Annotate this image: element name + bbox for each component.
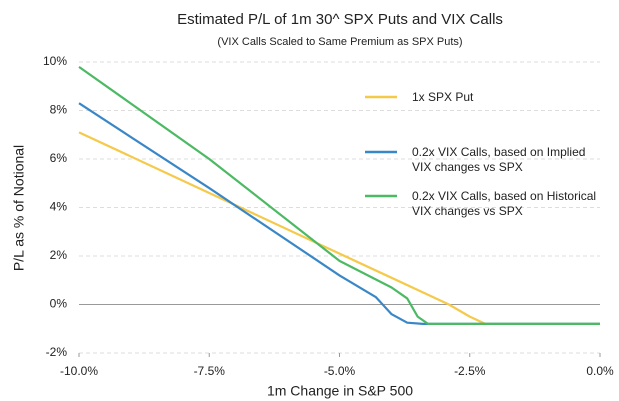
y-tick-label: 10% bbox=[43, 54, 67, 68]
y-tick-label: 2% bbox=[50, 248, 68, 262]
y-tick-label: 6% bbox=[50, 151, 68, 165]
x-tick-label: -10.0% bbox=[60, 364, 98, 378]
x-tick-label: 0.0% bbox=[586, 364, 614, 378]
x-tick-label: -5.0% bbox=[324, 364, 356, 378]
y-tick-label: 4% bbox=[50, 200, 68, 214]
chart-subtitle: (VIX Calls Scaled to Same Premium as SPX… bbox=[217, 36, 462, 48]
x-tick-label: -7.5% bbox=[194, 364, 226, 378]
series-line bbox=[78, 65, 600, 325]
legend-label: 0.2x VIX Calls, based on Implied VIX cha… bbox=[412, 144, 586, 174]
legend-label: 1x SPX Put bbox=[412, 89, 474, 104]
series-line bbox=[78, 102, 600, 325]
chart-title: Estimated P/L of 1m 30^ SPX Puts and VIX… bbox=[177, 11, 503, 28]
y-tick-label: -2% bbox=[46, 345, 68, 359]
x-axis-label: 1m Change in S&P 500 bbox=[267, 383, 413, 399]
y-tick-label: 8% bbox=[50, 103, 68, 117]
x-tick-label: -2.5% bbox=[454, 364, 486, 378]
y-tick-label: 0% bbox=[50, 297, 68, 311]
legend-label: 0.2x VIX Calls, based on Historical VIX … bbox=[412, 188, 597, 218]
y-axis-label: P/L as % of Notional bbox=[11, 145, 27, 271]
